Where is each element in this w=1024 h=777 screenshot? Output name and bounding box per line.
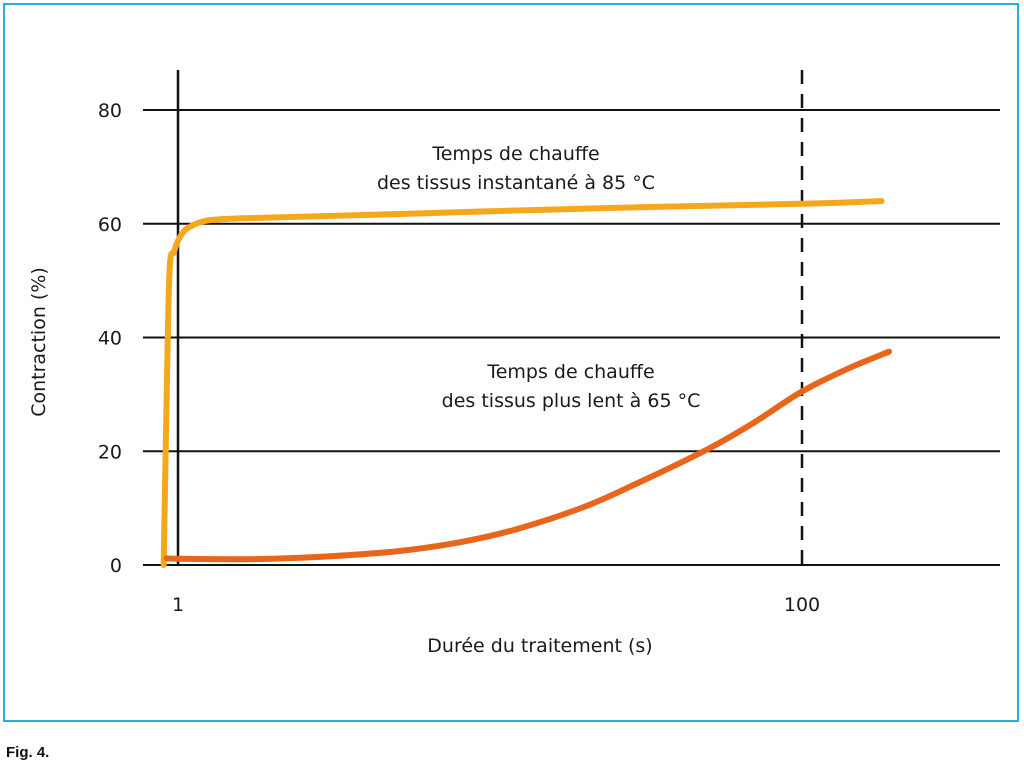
x-tick-label: 1	[172, 594, 184, 616]
series-annotation-2: des tissus plus lent à 65 °C	[442, 390, 701, 412]
y-tick-label: 60	[98, 214, 122, 236]
figure-caption: Fig. 4.	[6, 744, 50, 761]
x-axis-label: Durée du traitement (s)	[427, 635, 652, 657]
series-annotation-2: Temps de chauffe	[486, 361, 654, 383]
x-tick-label: 100	[784, 594, 820, 616]
series-annotation-1: des tissus instantané à 85 °C	[377, 172, 655, 194]
series-line-2	[163, 348, 892, 563]
series-annotation-1: Temps de chauffe	[431, 143, 599, 165]
grid-lines	[143, 109, 1000, 566]
contraction-chart: 0 20 40 60 80 1 100 Durée du traitement (s) Cont…	[28, 70, 1000, 657]
y-tick-label: 0	[110, 555, 122, 577]
y-tick-label: 20	[98, 441, 122, 463]
series-line-1	[160, 198, 885, 568]
axes	[176, 70, 804, 565]
y-tick-label: 80	[98, 100, 122, 122]
labels: 0 20 40 60 80 1 100 Durée du traitement (s) Cont…	[28, 100, 820, 657]
series-lines	[160, 198, 892, 568]
y-tick-label: 40	[98, 328, 122, 350]
y-axis-label: Contraction (%)	[28, 267, 50, 417]
figure-frame: 0 20 40 60 80 1 100 Durée du traitement (s) Cont…	[3, 3, 1019, 722]
